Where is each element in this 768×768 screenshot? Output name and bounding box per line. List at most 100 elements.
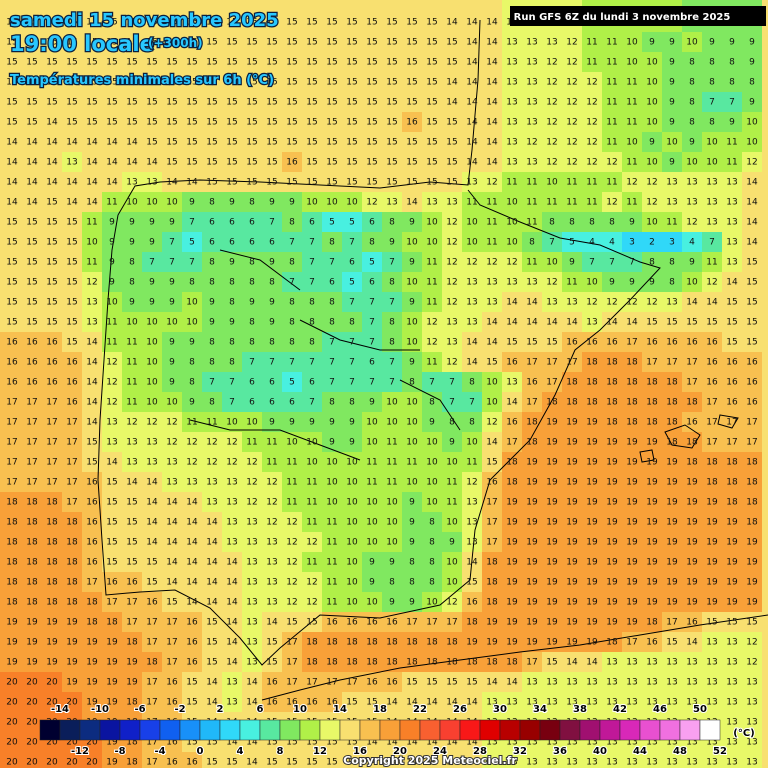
temperature-value: 15 bbox=[426, 38, 437, 48]
temperature-value: 15 bbox=[306, 618, 317, 628]
temperature-value: 10 bbox=[406, 238, 418, 248]
temperature-value: 13 bbox=[726, 718, 737, 728]
temperature-cell bbox=[582, 152, 602, 172]
temperature-cell bbox=[142, 192, 162, 212]
colorbar-swatch bbox=[299, 719, 321, 741]
temperature-value: 9 bbox=[649, 38, 655, 48]
temperature-value: 19 bbox=[746, 578, 758, 588]
temperature-cell bbox=[342, 72, 362, 92]
temperature-value: 7 bbox=[709, 238, 715, 248]
temperature-value: 12 bbox=[586, 78, 597, 88]
temperature-value: 11 bbox=[506, 178, 517, 188]
temperature-value: 18 bbox=[646, 398, 658, 408]
temperature-value: 15 bbox=[6, 298, 17, 308]
temperature-value: 16 bbox=[46, 378, 58, 388]
temperature-value: 17 bbox=[6, 478, 17, 488]
temperature-value: 19 bbox=[566, 498, 578, 508]
temperature-value: 14 bbox=[506, 398, 518, 408]
copyright: Copyright 2025 Meteociel.fr bbox=[343, 754, 517, 767]
temperature-value: 10 bbox=[506, 238, 518, 248]
temperature-cell bbox=[422, 52, 442, 72]
temperature-cell bbox=[322, 0, 342, 32]
temperature-cell bbox=[662, 172, 682, 192]
temperature-value: 8 bbox=[249, 338, 255, 348]
temperature-value: 15 bbox=[166, 98, 177, 108]
temperature-value: 10 bbox=[386, 398, 398, 408]
temperature-value: 12 bbox=[586, 118, 597, 128]
temperature-value: 15 bbox=[346, 138, 357, 148]
temperature-cell bbox=[0, 112, 22, 132]
run-label: Run GFS 6Z du lundi 3 novembre 2025 bbox=[514, 12, 731, 23]
temperature-value: 14 bbox=[186, 538, 198, 548]
temperature-cell bbox=[302, 152, 322, 172]
temperature-value: 15 bbox=[66, 98, 77, 108]
temperature-cell bbox=[502, 72, 522, 92]
temperature-value: 8 bbox=[409, 558, 415, 568]
temperature-value: 15 bbox=[286, 98, 297, 108]
temperature-value: 13 bbox=[146, 178, 157, 188]
temperature-value: 6 bbox=[249, 238, 255, 248]
temperature-value: 8 bbox=[249, 258, 255, 268]
temperature-value: 18 bbox=[46, 518, 58, 528]
temperature-value: 14 bbox=[466, 98, 478, 108]
temperature-value: 11 bbox=[306, 518, 317, 528]
temperature-value: 13 bbox=[226, 538, 237, 548]
temperature-cell bbox=[122, 212, 142, 232]
temperature-value: 19 bbox=[646, 438, 658, 448]
temperature-cell bbox=[622, 92, 642, 112]
temperature-value: 12 bbox=[646, 298, 657, 308]
temperature-value: 13 bbox=[466, 538, 477, 548]
temperature-value: 7 bbox=[449, 378, 455, 388]
temperature-value: 8 bbox=[129, 278, 135, 288]
temperature-cell bbox=[42, 0, 62, 32]
temperature-value: 9 bbox=[729, 38, 735, 48]
temperature-cell bbox=[122, 72, 142, 92]
temperature-value: 14 bbox=[166, 578, 178, 588]
temperature-value: 13 bbox=[566, 298, 577, 308]
temperature-cell bbox=[702, 112, 722, 132]
temperature-cell bbox=[562, 52, 582, 72]
temperature-value: 14 bbox=[426, 698, 438, 708]
temperature-value: 19 bbox=[626, 438, 638, 448]
temperature-cell bbox=[642, 112, 662, 132]
temperature-value: 15 bbox=[186, 698, 197, 708]
temperature-value: 8 bbox=[729, 78, 735, 88]
temperature-value: 14 bbox=[546, 318, 558, 328]
temperature-cell bbox=[242, 132, 262, 152]
temperature-value: 11 bbox=[326, 558, 337, 568]
temperature-value: 13 bbox=[646, 658, 657, 668]
temperature-value: 16 bbox=[26, 358, 38, 368]
temperature-value: 19 bbox=[666, 558, 678, 568]
temperature-value: 7 bbox=[289, 358, 295, 368]
temperature-value: 8 bbox=[209, 358, 215, 368]
temperature-cell bbox=[0, 172, 22, 192]
temperature-value: 10 bbox=[446, 518, 458, 528]
temperature-value: 19 bbox=[626, 498, 638, 508]
temperature-value: 15 bbox=[286, 38, 297, 48]
temperature-value: 16 bbox=[406, 118, 418, 128]
temperature-value: 18 bbox=[386, 658, 398, 668]
temperature-value: 19 bbox=[586, 498, 598, 508]
temperature-value: 9 bbox=[389, 598, 395, 608]
temperature-value: 16 bbox=[686, 618, 698, 628]
temperature-value: 11 bbox=[106, 338, 117, 348]
temperature-value: 19 bbox=[546, 598, 558, 608]
temperature-value: 12 bbox=[606, 298, 617, 308]
temperature-value: 16 bbox=[366, 618, 378, 628]
temperature-cell bbox=[602, 172, 622, 192]
temperature-value: 15 bbox=[306, 38, 317, 48]
temperature-value: 14 bbox=[686, 298, 698, 308]
temperature-value: 9 bbox=[269, 198, 275, 208]
temperature-value: 15 bbox=[226, 758, 237, 768]
temperature-cell bbox=[322, 112, 342, 132]
temperature-value: 8 bbox=[429, 538, 435, 548]
temperature-cell bbox=[522, 192, 542, 212]
temperature-cell bbox=[402, 32, 422, 52]
temperature-value: 15 bbox=[726, 618, 737, 628]
temperature-value: 9 bbox=[229, 198, 235, 208]
temperature-value: 17 bbox=[446, 618, 457, 628]
temperature-cell bbox=[282, 112, 302, 132]
temperature-value: 13 bbox=[226, 498, 237, 508]
temperature-cell bbox=[162, 0, 182, 32]
temperature-value: 15 bbox=[66, 118, 77, 128]
